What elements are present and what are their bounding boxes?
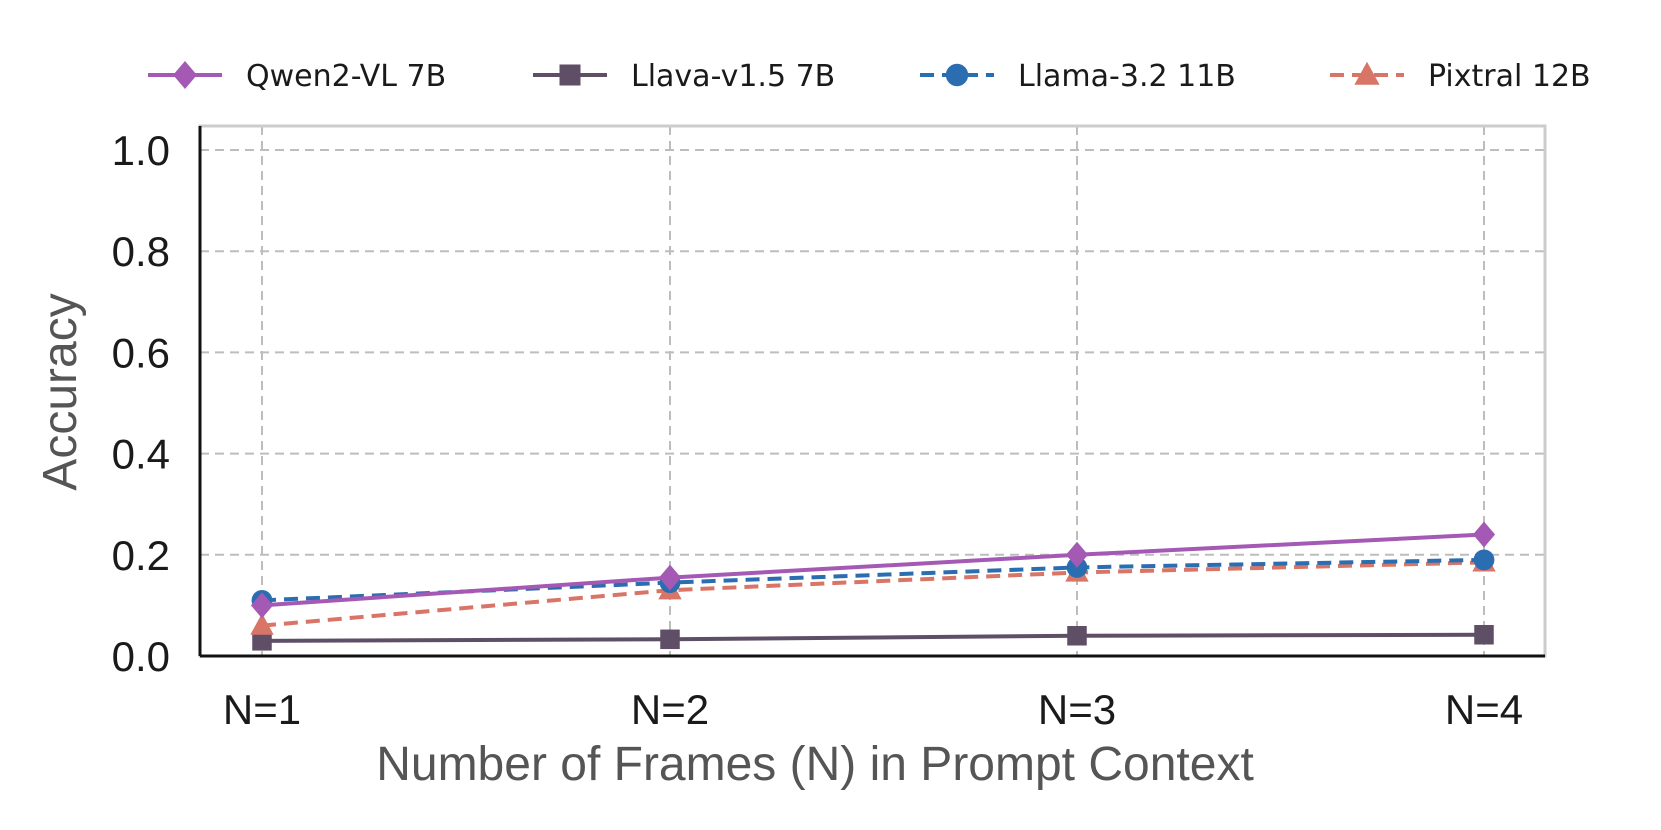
legend-label: Qwen2-VL 7B [246, 59, 446, 94]
legend-item: Qwen2-VL 7B [148, 59, 446, 94]
data-point [252, 631, 272, 651]
axes [198, 124, 1547, 658]
legend-item: Llama-3.2 11B [920, 59, 1236, 94]
data-point [660, 629, 680, 650]
series-llama-3-2-11b [251, 549, 1495, 611]
plot-frame [198, 124, 1547, 658]
x-tick-label: N=1 [223, 686, 301, 733]
legend-label: Pixtral 12B [1428, 59, 1591, 94]
data-point [1474, 624, 1494, 645]
y-tick-label: 0.8 [112, 228, 170, 275]
y-tick-label: 0.6 [112, 329, 170, 376]
x-tick-label: N=2 [631, 686, 709, 733]
legend-marker [559, 64, 581, 86]
x-tick-label: N=3 [1038, 686, 1116, 733]
data-point [1473, 549, 1495, 571]
x-tick-label: N=4 [1445, 686, 1523, 733]
legend: Qwen2-VL 7B Llava-v1.5 7B Llama-3.2 11B Pix… [148, 59, 1591, 94]
y-tick-label: 0.2 [112, 532, 170, 579]
tick-labels: 0.0 0.2 0.4 0.6 0.8 1.0 N=1 N=2 N=3 N=4 [112, 127, 1524, 733]
data-point [1067, 626, 1087, 646]
series-qwen2-vl-7b [250, 521, 1496, 619]
y-axis-label: Accuracy [34, 293, 87, 490]
data-point [250, 592, 274, 619]
grid-lines [200, 126, 1545, 656]
data-point [250, 613, 274, 635]
y-tick-label: 0.4 [112, 431, 170, 478]
legend-label: Llava-v1.5 7B [631, 59, 835, 94]
data-point [1065, 541, 1089, 568]
series-llava-v1-5-7b [252, 624, 1494, 651]
legend-marker [173, 61, 197, 89]
legend-marker [945, 63, 969, 87]
series-layer [250, 521, 1496, 651]
data-point [1472, 521, 1496, 548]
series-line [261, 632, 1485, 643]
y-tick-label: 0.0 [112, 633, 170, 680]
series-line [261, 560, 1485, 628]
series-line [261, 532, 1485, 608]
legend-marker [1354, 61, 1380, 85]
x-axis-label: Number of Frames (N) in Prompt Context [376, 738, 1254, 791]
data-point [658, 564, 682, 591]
legend-item: Llava-v1.5 7B [533, 59, 835, 94]
y-tick-label: 1.0 [112, 127, 170, 174]
legend-item: Pixtral 12B [1330, 59, 1591, 94]
legend-label: Llama-3.2 11B [1018, 59, 1236, 94]
